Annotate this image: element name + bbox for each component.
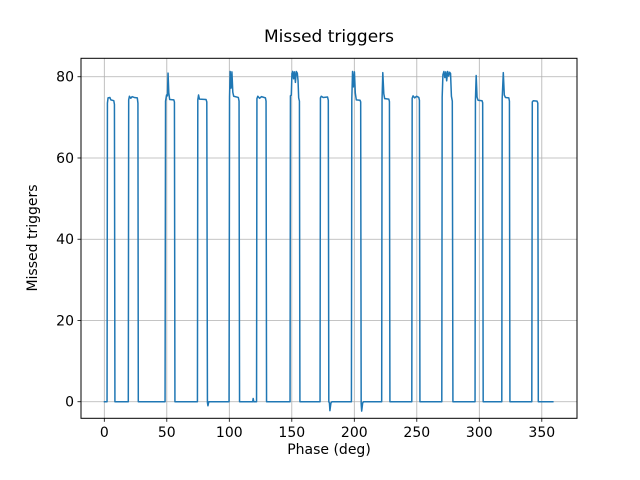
y-tick-label: 20	[56, 313, 74, 329]
data-line	[103, 70, 554, 412]
y-tick-label: 60	[56, 151, 74, 167]
x-tick-label: 250	[403, 425, 430, 441]
x-tick-label: 50	[158, 425, 176, 441]
x-tick-label: 350	[528, 425, 555, 441]
x-tick-label: 100	[216, 425, 243, 441]
plot-border	[80, 57, 578, 419]
y-tick-label: 40	[56, 232, 74, 248]
x-tick-label: 0	[100, 425, 109, 441]
x-tick-label: 200	[341, 425, 368, 441]
x-axis-label: Phase (deg)	[287, 442, 371, 458]
y-tick-label: 80	[56, 70, 74, 86]
chart-title: Missed triggers	[263, 27, 395, 47]
y-axis-label: Missed triggers	[25, 184, 41, 292]
y-tick-label: 0	[65, 395, 74, 411]
x-tick-label: 150	[278, 425, 305, 441]
x-tick-label: 300	[466, 425, 493, 441]
